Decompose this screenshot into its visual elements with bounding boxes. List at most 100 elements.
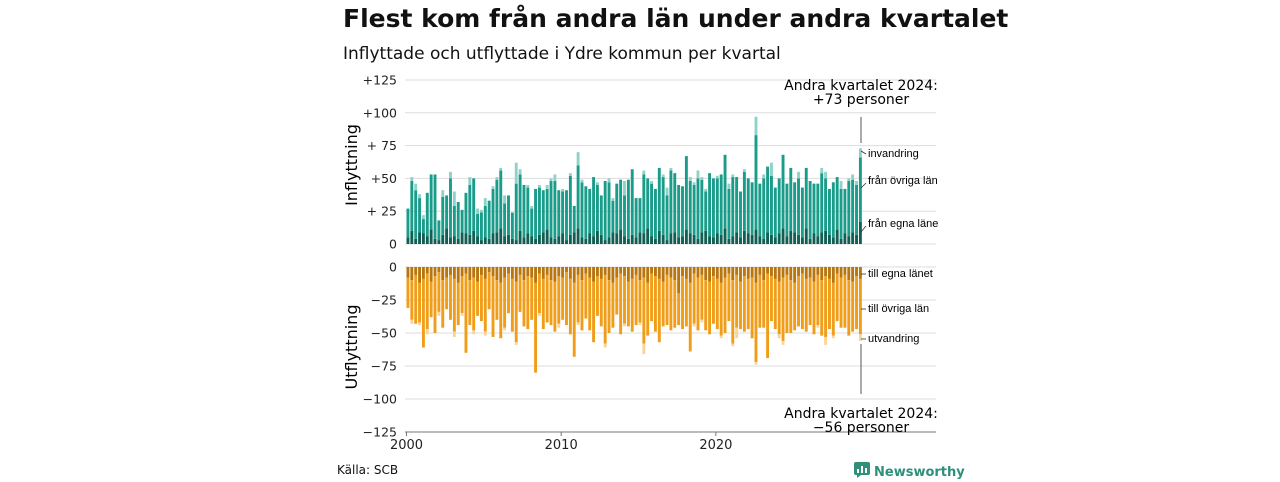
bar-ut-egna — [541, 267, 545, 279]
bar-in-egna — [537, 234, 541, 244]
bar-ut-ovriga — [719, 282, 723, 336]
bar-in-invandring — [824, 171, 828, 179]
bar-in-egna — [808, 238, 812, 244]
bar-in-invandring — [530, 205, 534, 209]
bar-ut-egna — [526, 267, 530, 277]
bar-ut-egna — [773, 267, 777, 279]
bar-in-egna — [592, 236, 596, 244]
bar-in-invandring — [820, 167, 824, 174]
bar-ut-ovriga — [433, 276, 437, 333]
bar-in-egna — [572, 232, 576, 244]
bar-in-egna — [530, 236, 534, 244]
bar-ut-egna — [626, 267, 630, 282]
bar-in-egna — [476, 236, 480, 244]
legend-till-egna-lanet: till egna länet — [868, 268, 933, 280]
bar-in-egna — [742, 230, 746, 244]
bar-in-egna — [715, 233, 719, 244]
annotation-top-line2: +73 personer — [813, 92, 910, 108]
bar-ut-ovriga — [623, 276, 626, 324]
bar-in-egna — [739, 237, 742, 244]
bar-ut-ovriga — [592, 281, 596, 343]
bar-in-ovriga — [410, 181, 414, 231]
bar-in-ovriga — [530, 208, 534, 237]
bar-ut-ovriga — [843, 274, 847, 328]
bar-ut-ovriga — [421, 278, 425, 348]
bar-in-ovriga — [769, 175, 773, 235]
bar-ut-ovriga — [793, 282, 797, 331]
bar-ut-egna — [623, 267, 626, 277]
legend-utvandring: utvandring — [868, 333, 919, 345]
bar-in-invandring — [692, 182, 696, 185]
bar-in-egna — [688, 233, 692, 244]
bar-ut-egna — [831, 267, 835, 283]
bar-ut-ovriga — [665, 274, 669, 326]
bar-ut-ovriga — [565, 272, 568, 326]
bar-ut-ovriga — [603, 274, 607, 344]
bar-in-egna — [452, 236, 456, 244]
bar-in-ovriga — [557, 190, 561, 237]
brand[interactable]: Newsworthy — [854, 462, 965, 482]
bar-in-ovriga — [781, 154, 785, 229]
bar-ut-ovriga — [479, 274, 483, 322]
bar-in-egna — [847, 236, 851, 244]
bar-in-invandring — [665, 187, 669, 196]
bar-ut-ovriga — [777, 281, 781, 335]
y-tick-label-top: 0 — [389, 237, 397, 252]
bar-ut-egna — [746, 267, 750, 279]
bar-ut-egna — [499, 267, 503, 283]
y-tick-label-bottom: −50 — [371, 326, 397, 341]
bar-ut-ovriga — [858, 278, 862, 335]
bar-in-ovriga — [696, 178, 700, 239]
source-note: Källa: SCB — [337, 463, 399, 477]
bar-in-egna — [677, 237, 681, 244]
bar-in-egna — [692, 234, 696, 244]
bar-in-ovriga — [503, 203, 507, 237]
bar-ut-egna — [449, 267, 452, 275]
bar-in-invandring — [545, 184, 549, 189]
bar-in-egna — [824, 230, 828, 244]
bar-ut-ovriga — [677, 293, 681, 326]
bar-ut-ovriga — [634, 274, 638, 326]
bar-in-ovriga — [723, 154, 727, 229]
bar-in-egna — [773, 237, 777, 244]
bar-ut-ovriga — [460, 276, 464, 314]
bar-ut-egna — [723, 267, 727, 278]
bar-in-egna — [626, 238, 630, 244]
bar-in-ovriga — [835, 177, 839, 230]
bar-in-invandring — [549, 178, 553, 182]
bar-ut-ovriga — [839, 277, 843, 328]
bar-in-ovriga — [418, 198, 422, 233]
bar-in-ovriga — [797, 178, 800, 235]
bar-ut-ovriga — [449, 274, 452, 320]
bar-in-egna — [549, 237, 553, 244]
bar-in-ovriga — [820, 173, 824, 233]
bar-ut-egna — [510, 267, 514, 279]
bar-ut-egna — [615, 267, 619, 278]
y-tick-label-bottom: −75 — [371, 359, 397, 374]
x-tick-label: 2020 — [699, 438, 732, 453]
bar-in-ovriga — [441, 196, 445, 235]
bar-in-invandring — [421, 215, 425, 220]
bar-ut-egna — [650, 267, 654, 274]
bar-in-egna — [522, 237, 526, 244]
bar-in-egna — [711, 237, 715, 244]
bar-ut-egna — [638, 267, 642, 281]
bar-ut-ovriga — [580, 280, 584, 331]
bar-in-ovriga — [708, 173, 712, 237]
bar-in-invandring — [650, 181, 654, 184]
bar-ut-egna — [696, 267, 700, 278]
bar-in-egna — [828, 234, 831, 244]
bar-ut-ovriga — [472, 277, 476, 331]
bar-ut-egna — [592, 267, 596, 282]
bar-ut-ovriga — [553, 281, 557, 332]
bar-ut-ovriga — [530, 277, 534, 320]
bar-in-egna — [793, 232, 797, 244]
bar-in-invandring — [595, 182, 599, 185]
grid-lines — [405, 79, 936, 433]
bar-ut-ovriga — [537, 273, 541, 314]
bar-ut-ovriga — [418, 282, 422, 323]
bar-ut-ovriga — [599, 278, 603, 327]
bar-ut-ovriga — [503, 277, 507, 328]
bar-in-invandring — [727, 183, 731, 189]
bar-ut-egna — [580, 267, 584, 281]
